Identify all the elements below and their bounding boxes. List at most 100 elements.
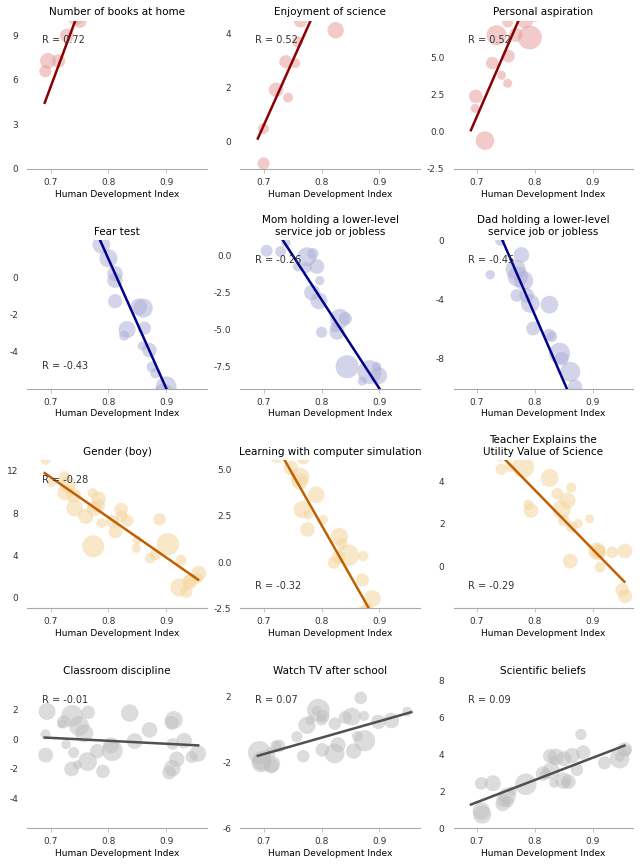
Point <box>500 228 511 242</box>
Point <box>595 561 605 574</box>
Point <box>295 470 305 484</box>
Title: Gender (boy): Gender (boy) <box>83 446 152 457</box>
Point <box>570 380 580 394</box>
Point <box>164 766 174 779</box>
Point <box>174 580 184 594</box>
Point <box>163 402 173 416</box>
Point <box>337 537 347 551</box>
Point <box>615 750 625 764</box>
Point <box>81 509 91 523</box>
Point <box>68 746 79 759</box>
Point <box>330 23 340 37</box>
Point <box>486 182 497 195</box>
Point <box>161 380 172 394</box>
Point <box>305 714 316 727</box>
Point <box>567 748 577 762</box>
Point <box>292 260 303 273</box>
Point <box>408 702 419 716</box>
Point <box>342 360 352 374</box>
X-axis label: Human Development Index: Human Development Index <box>481 409 605 419</box>
Point <box>574 426 584 440</box>
Point <box>194 567 204 580</box>
Point <box>478 417 488 431</box>
Point <box>563 494 573 508</box>
Point <box>529 6 540 20</box>
Point <box>386 714 396 727</box>
Point <box>364 365 374 379</box>
Point <box>83 755 93 769</box>
Point <box>257 753 267 767</box>
Point <box>144 343 154 357</box>
Point <box>550 753 560 767</box>
Point <box>592 544 602 558</box>
Point <box>179 734 189 747</box>
X-axis label: Human Development Index: Human Development Index <box>481 629 605 638</box>
Point <box>474 425 484 439</box>
Point <box>485 268 495 282</box>
Point <box>281 54 291 68</box>
Point <box>87 211 97 225</box>
Point <box>498 793 508 807</box>
Point <box>399 400 410 414</box>
Point <box>392 444 402 458</box>
Text: R = -0.29: R = -0.29 <box>468 580 514 591</box>
Point <box>340 710 351 724</box>
Point <box>334 529 344 543</box>
Point <box>274 739 284 753</box>
Text: R = -0.28: R = -0.28 <box>42 475 88 485</box>
Point <box>271 448 282 462</box>
Point <box>122 323 132 336</box>
X-axis label: Human Development Index: Human Development Index <box>55 189 179 199</box>
Point <box>518 273 529 287</box>
Point <box>511 263 521 277</box>
Point <box>373 368 383 382</box>
Point <box>53 54 63 68</box>
Point <box>116 509 127 523</box>
Point <box>265 746 275 759</box>
Point <box>154 512 164 526</box>
Point <box>308 247 318 260</box>
Point <box>600 756 610 770</box>
Point <box>492 222 502 236</box>
Point <box>395 657 405 670</box>
Point <box>329 555 339 569</box>
Point <box>525 297 536 311</box>
Point <box>170 413 180 426</box>
Point <box>312 260 322 273</box>
Point <box>552 487 563 501</box>
Point <box>119 329 129 343</box>
Point <box>502 789 513 803</box>
Point <box>167 393 177 407</box>
X-axis label: Human Development Index: Human Development Index <box>268 629 392 638</box>
Point <box>97 516 107 530</box>
Point <box>477 808 487 822</box>
Point <box>614 752 625 766</box>
Point <box>298 452 308 465</box>
X-axis label: Human Development Index: Human Development Index <box>268 849 392 858</box>
Point <box>620 589 630 603</box>
Point <box>497 798 508 811</box>
Point <box>367 592 378 606</box>
Point <box>256 756 266 770</box>
X-axis label: Human Development Index: Human Development Index <box>55 409 179 419</box>
Point <box>312 704 322 718</box>
Title: Learning with computer simulation: Learning with computer simulation <box>239 446 422 457</box>
Point <box>189 467 200 481</box>
Point <box>528 322 538 336</box>
Point <box>607 545 618 559</box>
Point <box>502 16 513 29</box>
Point <box>565 397 575 411</box>
Point <box>565 554 575 568</box>
Point <box>163 537 173 551</box>
Point <box>167 761 177 775</box>
Point <box>307 285 317 299</box>
Point <box>343 548 353 562</box>
Point <box>137 339 147 353</box>
Point <box>166 716 177 730</box>
Title: Dad holding a lower-level
service job or jobless: Dad holding a lower-level service job or… <box>477 215 610 237</box>
Point <box>40 64 51 78</box>
Point <box>181 585 191 599</box>
Point <box>516 248 527 262</box>
Point <box>380 626 390 640</box>
Point <box>159 387 169 400</box>
